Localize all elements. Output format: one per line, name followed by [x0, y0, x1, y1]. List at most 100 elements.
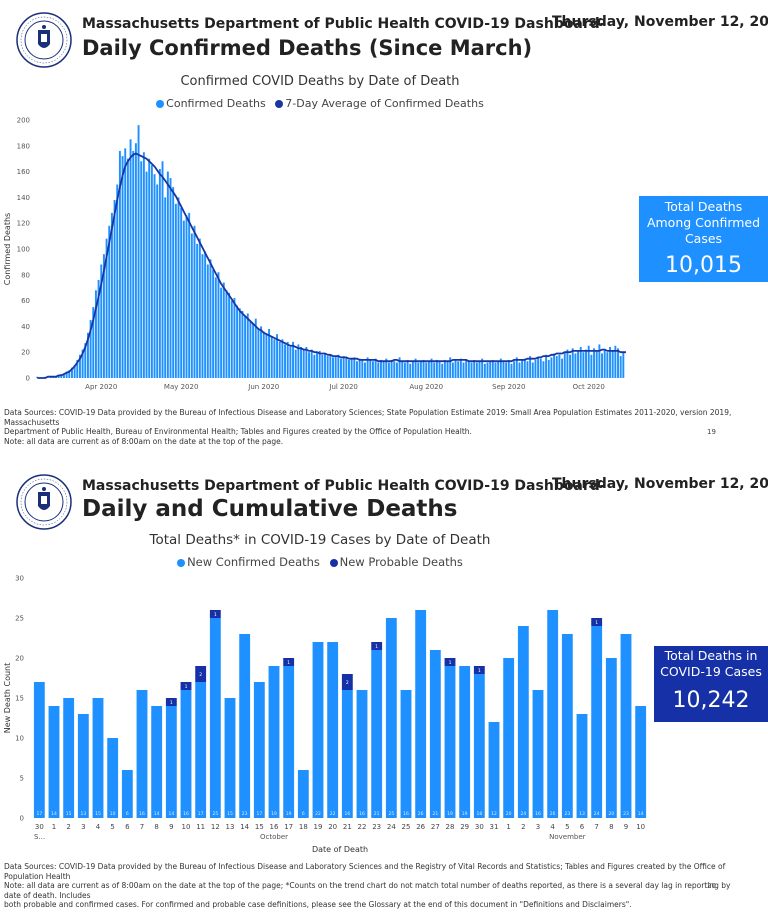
- bar: [358, 358, 361, 378]
- data-label-probable: 1: [595, 620, 598, 626]
- bar: [345, 357, 348, 378]
- bar-confirmed: [605, 658, 617, 818]
- ma-dph-seal-icon: [16, 474, 72, 530]
- bar-confirmed: [107, 738, 119, 818]
- bar: [366, 357, 369, 378]
- x-tick-label: 29: [460, 823, 469, 831]
- bar: [148, 158, 151, 378]
- legend-item-average: 7-Day Average of Confirmed Deaths: [275, 97, 484, 110]
- bar: [262, 331, 265, 378]
- x-tick-label: Sep 2020: [492, 383, 525, 391]
- bar: [273, 339, 276, 378]
- legend-item-confirmed: Confirmed Deaths: [156, 97, 266, 110]
- data-label-confirmed: 22: [330, 811, 336, 817]
- bar: [606, 352, 609, 378]
- chart-legend: Confirmed Deaths 7-Day Average of Confir…: [0, 97, 640, 110]
- bar: [94, 290, 97, 378]
- x-tick-label: 1: [506, 823, 510, 831]
- bar: [510, 363, 513, 378]
- bar: [534, 359, 537, 378]
- bar-confirmed: [576, 714, 588, 818]
- bar: [438, 361, 441, 378]
- bar: [270, 336, 273, 378]
- bar: [190, 233, 193, 378]
- bar: [276, 334, 279, 378]
- x-tick-label: 26: [416, 823, 425, 831]
- bar: [617, 348, 619, 378]
- bar: [486, 362, 489, 378]
- bar: [523, 358, 526, 378]
- bar-confirmed: [48, 706, 60, 818]
- bar: [342, 356, 345, 378]
- bar: [254, 318, 257, 378]
- x-tick-label: 2: [521, 823, 525, 831]
- bar-probable: [341, 674, 353, 690]
- bar: [278, 341, 281, 378]
- x-tick-label: 20: [328, 823, 337, 831]
- x-tick-label: 22: [358, 823, 367, 831]
- x-tick-label: 8: [154, 823, 158, 831]
- bar-confirmed: [429, 650, 441, 818]
- data-label-confirmed: 17: [36, 811, 42, 817]
- bar: [71, 367, 73, 378]
- bar: [164, 197, 167, 378]
- bar-confirmed: [297, 770, 309, 818]
- bar: [497, 361, 500, 378]
- data-label-probable: 1: [214, 612, 217, 618]
- bar: [121, 156, 124, 378]
- x-tick-label: 4: [96, 823, 101, 831]
- bar: [547, 359, 550, 378]
- x-tick-label: 6: [125, 823, 130, 831]
- legend-item-new-probable: New Probable Deaths: [329, 555, 463, 569]
- bar: [97, 279, 100, 378]
- bar: [81, 349, 84, 378]
- bar: [116, 184, 119, 378]
- bar: [126, 158, 129, 378]
- data-label-probable: 1: [287, 660, 290, 666]
- data-label-probable: 2: [199, 672, 202, 678]
- x-tick-label: 6: [580, 823, 585, 831]
- dashboard-header: Massachusetts Department of Public Healt…: [82, 16, 606, 32]
- y-tick-label: 15: [15, 695, 24, 703]
- bar: [622, 352, 625, 378]
- bar: [529, 356, 532, 378]
- bar-confirmed: [268, 666, 280, 818]
- bar: [470, 362, 473, 378]
- y-tick-label: 0: [20, 815, 24, 823]
- data-label-confirmed: 6: [126, 811, 129, 817]
- bar: [158, 169, 161, 378]
- kpi-label: Total Deaths Among Confirmed Cases: [646, 199, 761, 246]
- x-tick-label: 2: [66, 823, 70, 831]
- data-label-probable: 2: [346, 680, 349, 686]
- bar-confirmed: [209, 618, 221, 818]
- x-tick-label: 30: [475, 823, 484, 831]
- bar: [289, 347, 292, 378]
- bar: [238, 308, 241, 378]
- chart-legend: New Confirmed Deaths New Probable Deaths: [0, 555, 640, 569]
- bar: [212, 269, 215, 378]
- x-tick-label: Jun 2020: [247, 383, 279, 391]
- x-tick-label: 5: [565, 823, 569, 831]
- bar: [84, 343, 87, 378]
- bar: [150, 165, 153, 378]
- bar: [379, 359, 382, 378]
- kpi-value: 10,015: [665, 253, 742, 278]
- bar: [161, 161, 164, 378]
- bar: [100, 264, 103, 378]
- bar-confirmed: [400, 690, 412, 818]
- bar-confirmed: [517, 626, 529, 818]
- data-label-confirmed: 17: [198, 811, 204, 817]
- y-axis-label: New Death Count: [3, 663, 12, 733]
- bar-confirmed: [327, 642, 339, 818]
- bar: [86, 332, 89, 378]
- bar: [550, 357, 553, 378]
- bar: [502, 361, 505, 378]
- bar: [334, 356, 337, 378]
- y-tick-label: 40: [21, 323, 30, 331]
- bar: [569, 354, 572, 378]
- bar: [249, 321, 252, 378]
- bar: [454, 359, 457, 378]
- bar: [321, 354, 324, 378]
- bar: [65, 371, 68, 378]
- bar: [385, 358, 388, 378]
